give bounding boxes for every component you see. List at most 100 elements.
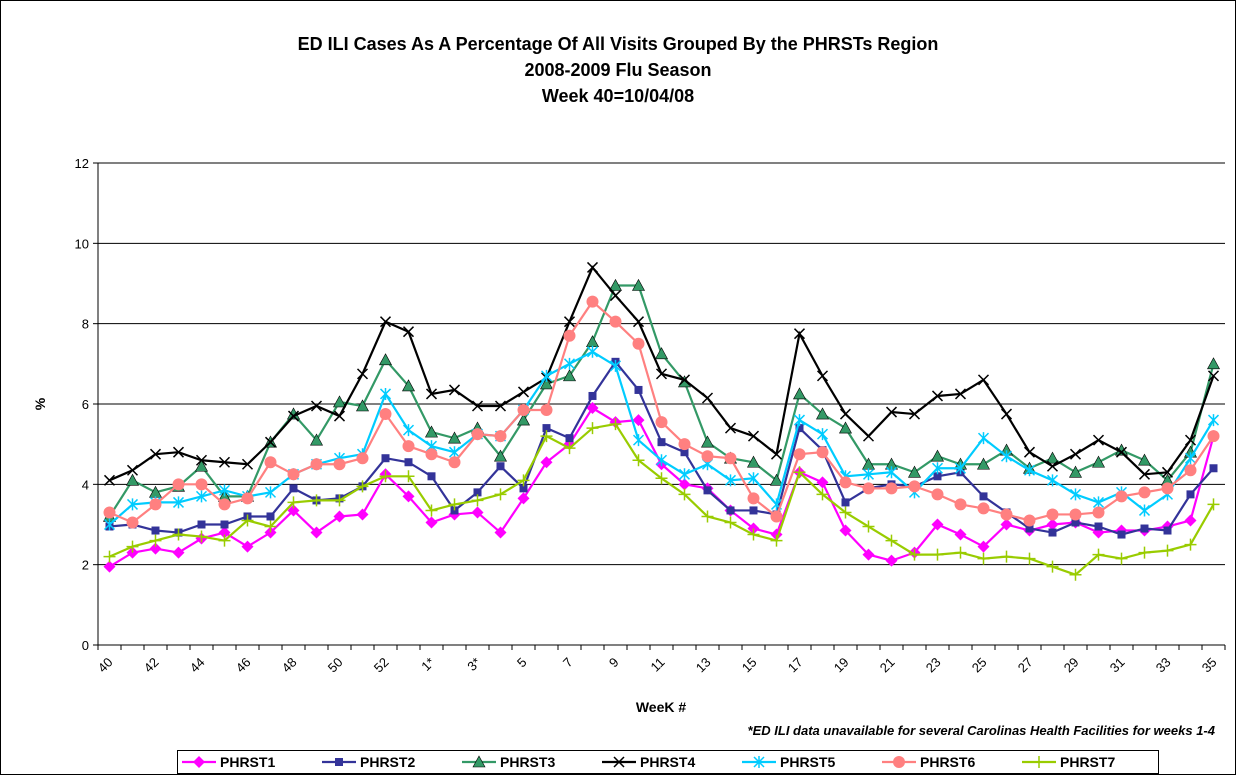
data-point — [425, 388, 438, 400]
data-point — [632, 337, 645, 350]
data-point — [264, 436, 277, 448]
data-point — [1069, 448, 1082, 460]
data-point — [563, 329, 576, 342]
data-point — [678, 488, 691, 501]
data-point — [931, 390, 944, 402]
data-point — [1137, 453, 1152, 466]
data-point — [1025, 524, 1034, 533]
footnote: *ED ILI data unavailable for several Car… — [748, 723, 1216, 738]
data-point — [839, 476, 852, 489]
data-point — [816, 446, 829, 459]
data-point — [632, 414, 645, 427]
data-point — [195, 490, 208, 503]
data-point — [1207, 414, 1220, 427]
data-point — [678, 374, 691, 386]
legend-marker — [753, 756, 765, 768]
data-point — [471, 400, 484, 412]
data-point — [933, 472, 942, 481]
data-point — [885, 534, 898, 547]
data-point — [1161, 482, 1174, 495]
data-point — [1209, 464, 1218, 473]
y-tick-label: 12 — [75, 156, 89, 171]
data-point — [264, 456, 277, 469]
data-point — [609, 418, 622, 431]
data-point — [1046, 460, 1059, 472]
data-point — [126, 546, 139, 559]
data-point — [815, 407, 830, 420]
data-point — [724, 516, 737, 529]
data-point — [747, 472, 760, 485]
data-point — [424, 425, 439, 438]
data-point — [125, 473, 140, 486]
data-point — [494, 430, 507, 443]
data-point — [1138, 504, 1151, 517]
data-point — [542, 424, 551, 433]
data-point — [908, 480, 921, 493]
y-tick-label: 10 — [75, 236, 89, 251]
data-point — [149, 498, 162, 511]
data-point — [1046, 474, 1059, 487]
data-point — [356, 480, 369, 493]
data-point — [632, 434, 645, 447]
data-point — [220, 520, 229, 529]
data-point — [333, 494, 346, 507]
data-point — [1045, 451, 1060, 464]
data-point — [425, 504, 438, 517]
data-point — [241, 492, 254, 505]
data-point — [1023, 552, 1036, 565]
data-point — [793, 414, 806, 427]
data-point — [931, 488, 944, 501]
data-point — [493, 449, 508, 462]
data-point — [471, 494, 484, 507]
data-point — [494, 488, 507, 501]
data-point — [885, 554, 898, 567]
data-point — [1091, 455, 1106, 468]
data-point — [841, 498, 850, 507]
data-point — [703, 486, 712, 495]
data-point — [1092, 548, 1105, 561]
data-point — [149, 534, 162, 547]
data-point — [310, 458, 323, 471]
data-point — [770, 534, 783, 547]
data-point — [264, 526, 277, 539]
data-point — [473, 488, 482, 497]
data-point — [747, 430, 760, 442]
data-point — [701, 392, 714, 404]
data-point — [979, 492, 988, 501]
data-point — [1092, 506, 1105, 519]
data-point — [609, 359, 622, 372]
data-point — [1000, 508, 1013, 521]
data-point — [838, 421, 853, 434]
y-tick-label: 6 — [82, 397, 89, 412]
data-point — [678, 438, 691, 451]
data-point — [310, 526, 323, 539]
data-point — [795, 424, 804, 433]
data-point — [862, 548, 875, 561]
data-point — [862, 520, 875, 533]
data-point — [654, 347, 669, 360]
data-point — [1184, 452, 1197, 465]
data-point — [634, 385, 643, 394]
data-point — [517, 492, 530, 505]
data-point — [700, 435, 715, 448]
data-point — [103, 506, 116, 519]
data-point — [494, 526, 507, 539]
data-point — [149, 542, 162, 555]
data-point — [218, 484, 231, 497]
data-point — [425, 448, 438, 461]
legend-label: PHRST5 — [780, 754, 835, 770]
legend-label: PHRST7 — [1060, 754, 1115, 770]
data-point — [655, 472, 668, 485]
data-point — [103, 518, 116, 531]
data-point — [908, 548, 921, 561]
data-point — [356, 368, 369, 380]
data-point — [1161, 466, 1174, 478]
data-point — [793, 328, 806, 340]
data-point — [562, 369, 577, 382]
legend-label: PHRST2 — [360, 754, 415, 770]
data-point — [747, 492, 760, 505]
x-axis-title: WeeK # — [636, 699, 687, 715]
data-point — [287, 504, 300, 517]
data-point — [816, 488, 829, 501]
data-point — [1023, 446, 1036, 458]
